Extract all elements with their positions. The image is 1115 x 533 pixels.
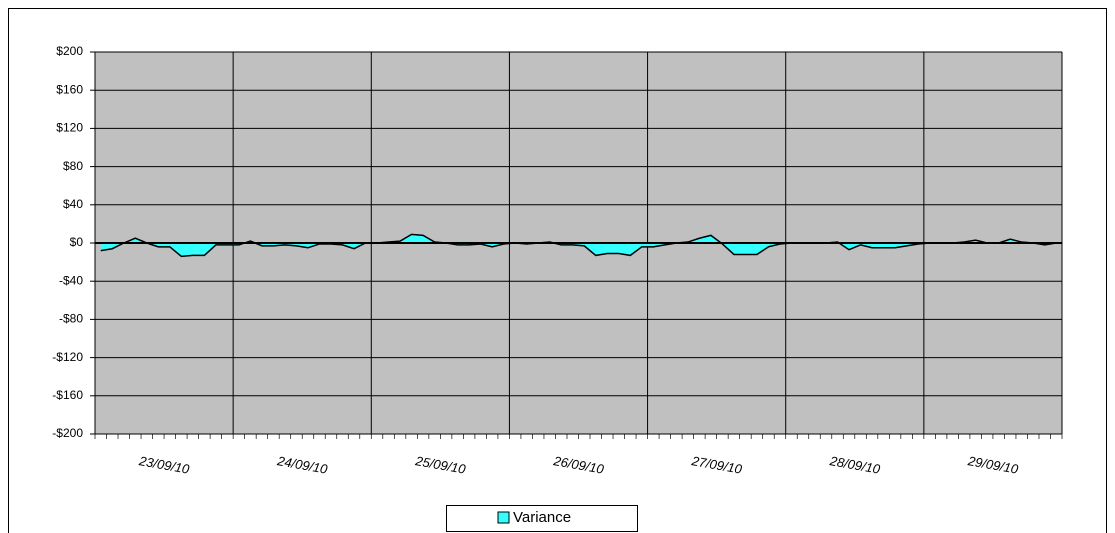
legend-box (446, 505, 638, 532)
y-tick-label: $160 (56, 82, 83, 96)
y-tick-label: -$80 (59, 312, 83, 326)
x-tick-label: 26/09/10 (551, 453, 605, 477)
y-tick-label: -$200 (52, 426, 83, 440)
y-tick-label: -$40 (59, 273, 83, 287)
y-tick-label: -$120 (52, 350, 83, 364)
legend-label: Variance (513, 509, 571, 526)
x-tick-label: 29/09/10 (966, 453, 1020, 477)
y-tick-label: -$160 (52, 388, 83, 402)
chart-frame (8, 8, 1107, 533)
legend-swatch (497, 511, 510, 524)
x-tick-label: 28/09/10 (828, 453, 882, 477)
x-tick-label: 27/09/10 (690, 453, 744, 477)
x-tick-label: 24/09/10 (275, 453, 329, 477)
x-tick-label: 25/09/10 (413, 453, 467, 477)
y-tick-label: $0 (70, 235, 84, 249)
y-tick-label: $80 (63, 159, 83, 173)
y-tick-label: $40 (63, 197, 83, 211)
x-tick-label: 23/09/10 (137, 453, 191, 477)
y-tick-label: $200 (56, 44, 83, 58)
area-line (100, 233, 1057, 258)
y-tick-label: $120 (56, 121, 83, 135)
